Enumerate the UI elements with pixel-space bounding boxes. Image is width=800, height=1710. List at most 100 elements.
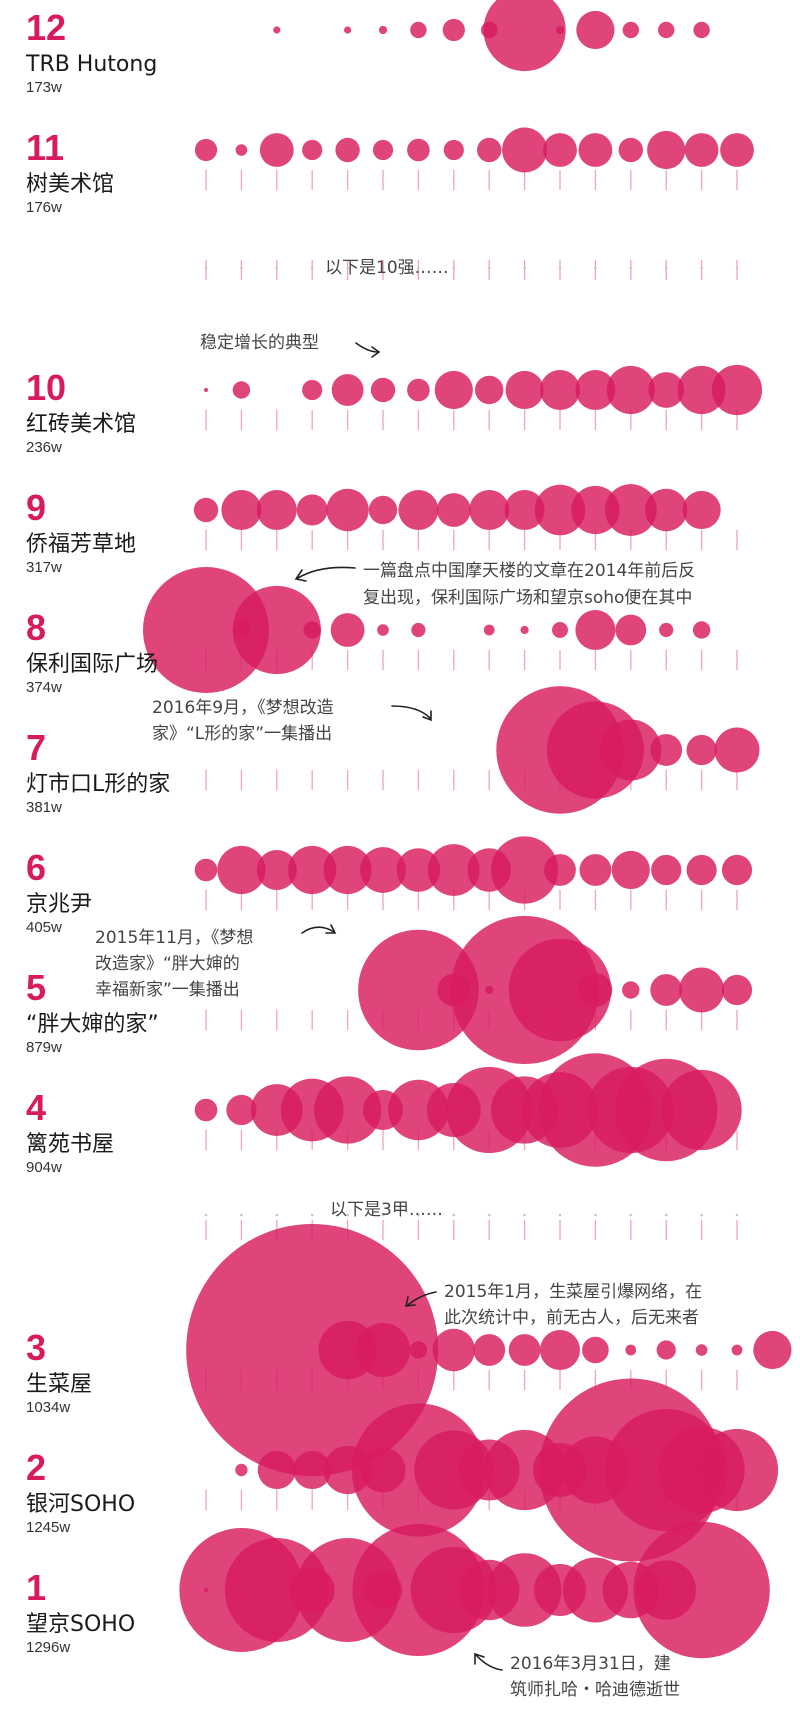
arrow-steady: [355, 342, 379, 353]
divider-top10: 以下是10强……: [325, 258, 449, 278]
bubble: [273, 26, 281, 34]
note-baoli-line1: 一篇盘点中国摩天楼的文章在2014年前后反: [363, 561, 695, 581]
bubble: [193, 497, 219, 523]
guide-dot: [594, 266, 597, 270]
bubble: [358, 929, 479, 1051]
bubble: [534, 484, 586, 536]
bubble: [302, 379, 323, 401]
bubble: [302, 139, 323, 161]
total-value: 374w: [26, 679, 62, 696]
rank-number: 1: [26, 1567, 46, 1608]
bubble: [540, 370, 580, 410]
place-name: 侨福芳草地: [26, 532, 136, 557]
bubble: [650, 734, 683, 766]
bubble: [647, 130, 686, 170]
bubble: [409, 1341, 428, 1359]
place-name: 红砖美术馆: [26, 412, 136, 437]
rank-number: 2: [26, 1447, 46, 1488]
bubble: [753, 1330, 792, 1370]
bubble: [502, 127, 548, 173]
place-name: 灯市口L形的家: [26, 772, 170, 797]
bubble: [256, 850, 297, 890]
bubble: [578, 133, 613, 167]
total-value: 317w: [26, 559, 62, 576]
bubble: [235, 144, 248, 156]
bubble: [370, 377, 396, 403]
bubble: [504, 490, 545, 530]
bubble: [473, 1334, 506, 1366]
arrow-pang: [301, 926, 335, 934]
guide-dot: [381, 1213, 385, 1217]
guide-dot: [275, 266, 279, 270]
bubble: [684, 133, 719, 167]
guide-dot: [629, 266, 633, 270]
bubble: [622, 21, 639, 39]
guide-dot: [310, 1213, 314, 1217]
bubble: [711, 364, 763, 416]
note-sc-line2: 此次统计中，前无古人，后无来者: [444, 1308, 699, 1328]
bubble: [232, 381, 251, 399]
bubble: [682, 490, 721, 530]
arrow-sc-head: [404, 1296, 416, 1307]
bubble: [578, 973, 613, 1007]
bubble: [604, 484, 657, 536]
bubble: [303, 621, 321, 639]
bubble: [552, 622, 568, 638]
bubble: [659, 622, 674, 638]
guide-dot: [240, 1213, 243, 1217]
bubble-layer: [143, 0, 792, 1659]
bubble: [443, 139, 464, 161]
arrow-baoli: [297, 566, 356, 579]
guide-dot: [381, 266, 385, 270]
bubble: [650, 974, 683, 1006]
bubble: [651, 854, 682, 886]
arrow-zaha: [475, 1654, 503, 1671]
bubble: [432, 1328, 475, 1372]
note-baoli-line2: 复出现，保利国际广场和望京soho便在其中: [363, 588, 692, 608]
bubble: [344, 26, 352, 34]
bubble: [323, 845, 372, 895]
bubble: [377, 624, 389, 636]
bubble: [490, 836, 559, 904]
bubble: [434, 370, 473, 410]
bubble: [442, 18, 465, 42]
bubble: [686, 734, 717, 766]
bubble: [330, 613, 365, 647]
bubble: [661, 1069, 742, 1151]
bubble: [194, 138, 218, 162]
bubble: [235, 1463, 248, 1477]
bubble: [398, 490, 439, 530]
bubble: [656, 1340, 676, 1360]
total-value: 381w: [26, 799, 62, 816]
arrow-pang-head: [325, 924, 337, 934]
arrow-zaha-head: [474, 1652, 485, 1665]
rank-number: 10: [26, 367, 66, 408]
bubble: [618, 137, 643, 163]
rank-number: 9: [26, 487, 46, 528]
rank-number: 5: [26, 967, 46, 1008]
guide-dot: [700, 1213, 703, 1217]
bubble: [477, 137, 502, 163]
bubble: [360, 847, 406, 893]
guide-dot: [417, 1213, 420, 1217]
bubble: [335, 137, 360, 163]
bubble: [582, 1336, 609, 1364]
bubble: [143, 567, 269, 693]
bubble: [648, 372, 685, 408]
bubble: [540, 1330, 580, 1370]
rank-number: 4: [26, 1087, 46, 1128]
bubble: [483, 0, 566, 72]
bubble: [326, 488, 369, 532]
note-zaha-line2: 筑师扎哈・哈迪德逝世: [510, 1680, 680, 1700]
bubble: [692, 621, 711, 639]
arrow-baoli-head: [294, 569, 307, 582]
guide-dot: [558, 1213, 562, 1217]
bubble: [232, 585, 321, 675]
guide-dot: [487, 266, 491, 270]
bubble: [622, 981, 640, 999]
place-name: TRB Hutong: [25, 52, 157, 77]
total-value: 173w: [26, 79, 62, 96]
rank-number: 12: [26, 7, 66, 48]
note-steady: 稳定增长的典型: [200, 333, 319, 353]
